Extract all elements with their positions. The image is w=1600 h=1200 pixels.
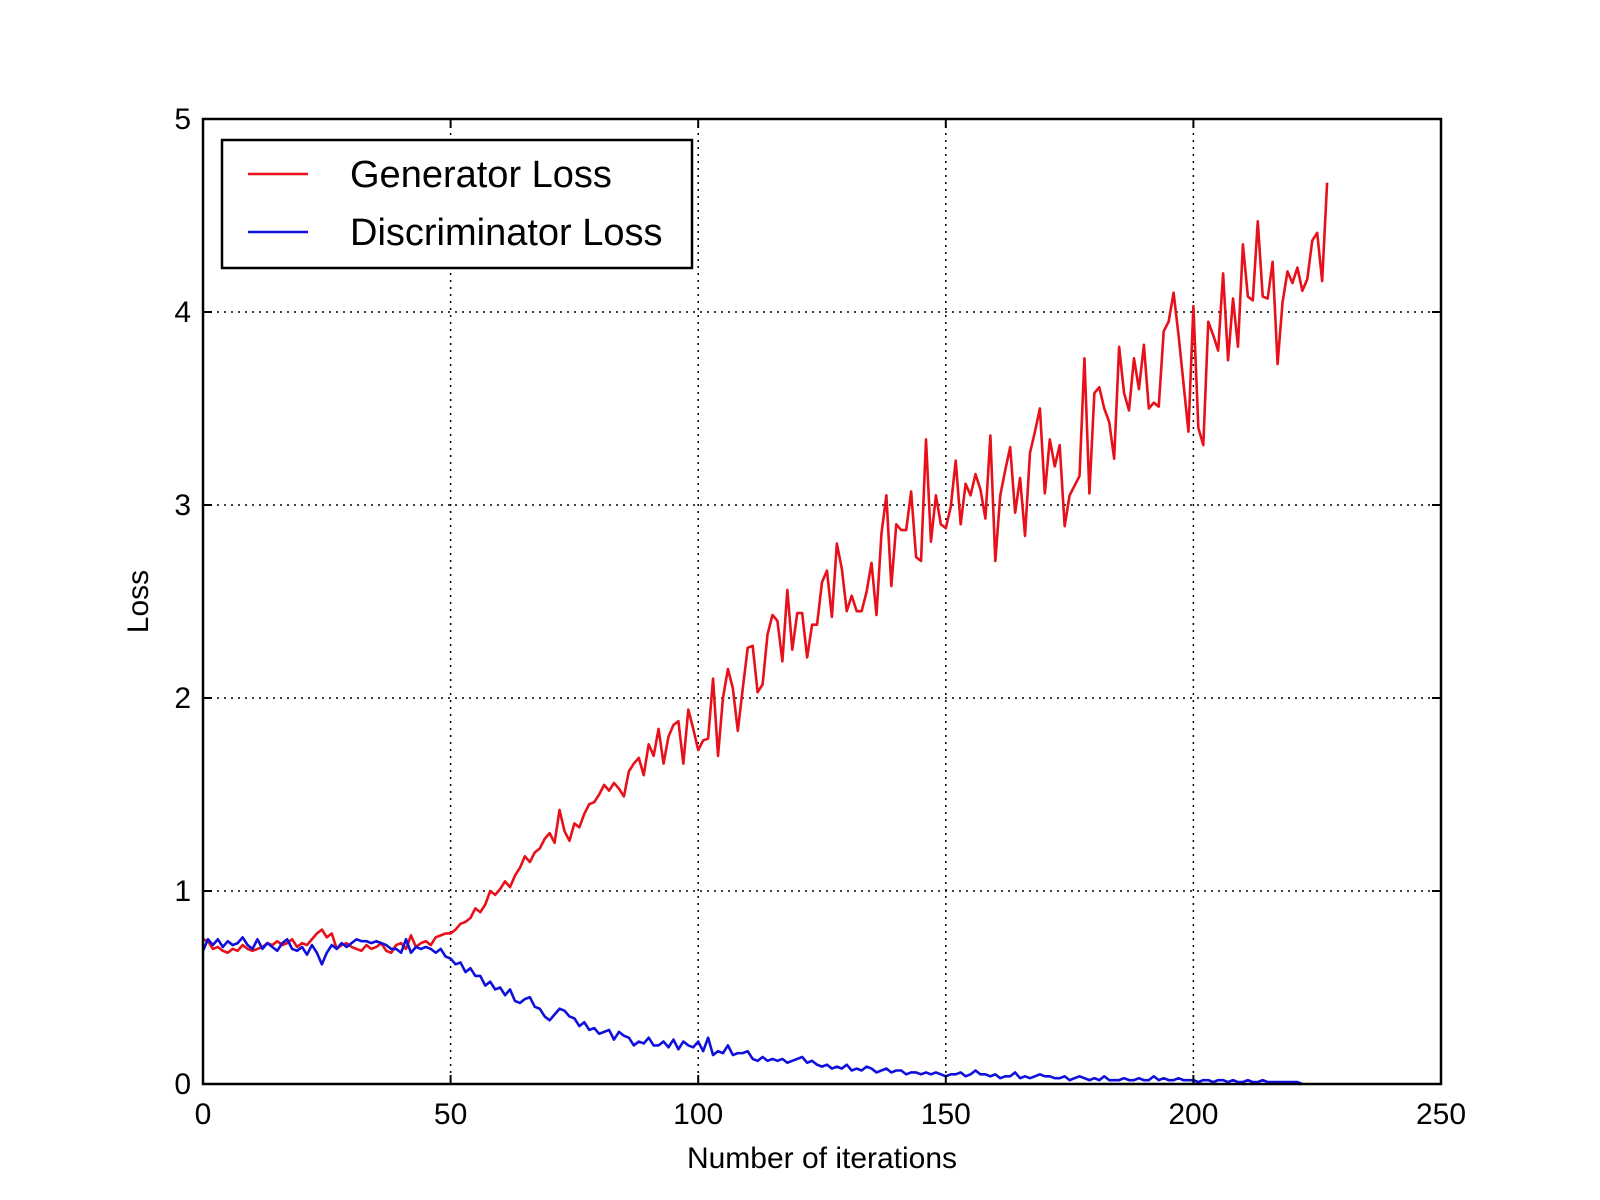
series-line-generator-loss [202,182,1329,955]
x-tick-label-100: 100 [673,1098,723,1131]
y-tick-label-3: 3 [174,489,191,522]
y-tick-label-2: 2 [174,682,191,715]
x-tick-label-200: 200 [1168,1098,1218,1131]
legend-label-discriminator-loss: Discriminator Loss [350,212,663,254]
legend-box [220,138,694,270]
axis-ticks: 0 50 100 150 200 250 0 1 2 3 4 5 [174,103,1466,1131]
x-axis-title: Number of iterations [687,1142,957,1175]
series-layer [201,182,1329,1086]
legend-label-generator-loss: Generator Loss [350,154,612,196]
plot-frame [201,117,1443,1086]
x-tick-label-250: 250 [1416,1098,1466,1131]
y-tick-label-0: 0 [174,1068,191,1101]
series-line-discriminator-loss [201,936,1303,1086]
y-tick-label-4: 4 [174,296,191,329]
y-axis-title: Loss [122,570,155,633]
x-tick-label-0: 0 [195,1098,212,1131]
y-tick-label-5: 5 [174,103,191,136]
y-tick-label-1: 1 [174,875,191,908]
x-tick-label-150: 150 [921,1098,971,1131]
x-tick-label-50: 50 [434,1098,467,1131]
legend: Generator Loss Discriminator Loss [220,138,694,270]
